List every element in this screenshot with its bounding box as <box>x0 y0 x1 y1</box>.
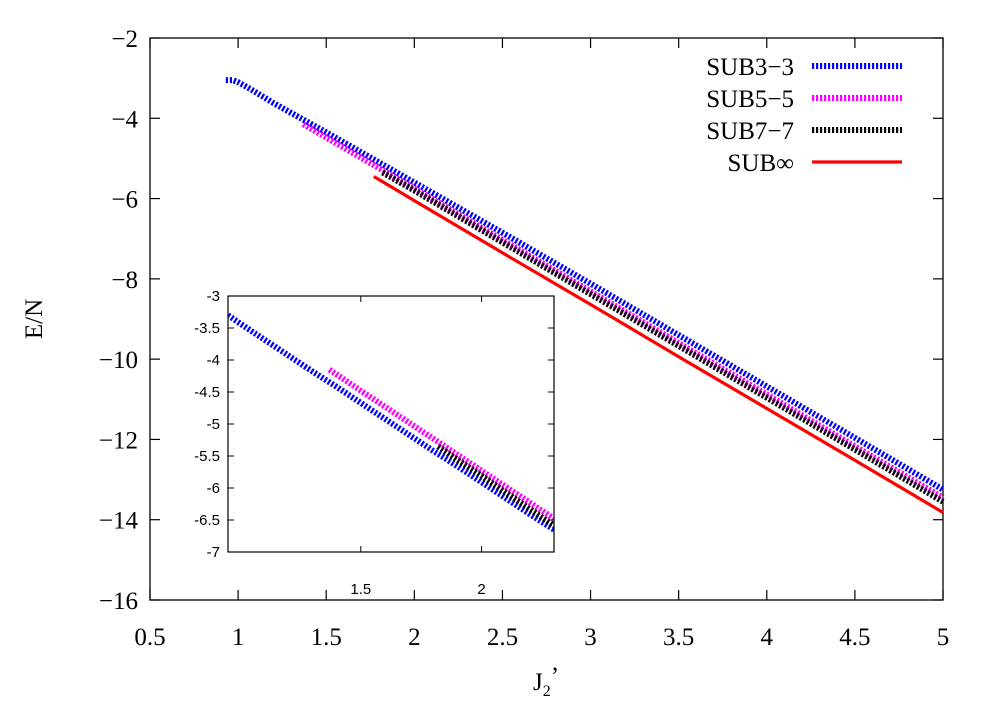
main-series-line-0 <box>225 77 945 493</box>
y-axis-label: E/N <box>21 299 48 339</box>
inset-y-tick-label: -3 <box>207 288 220 305</box>
x-axis-label-sub: 2 <box>543 683 551 700</box>
x-axis-label-main: J <box>533 669 543 696</box>
inset-y-tick-label: -4 <box>207 352 220 369</box>
inset-y-tick-label: -6.5 <box>194 512 220 529</box>
main-x-tick-label: 3.5 <box>663 624 694 651</box>
main-plot-frame <box>149 37 944 601</box>
inset-series-group <box>228 312 554 533</box>
legend-label: SUB7−7 <box>706 118 794 145</box>
inset-background <box>228 296 554 552</box>
main-x-ticks: 0.5 1 1.5 2 2.5 3 3.5 4 4.5 5 <box>134 38 949 651</box>
inset-series-line-0 <box>228 312 554 533</box>
main-y-tick-label: −12 <box>99 427 138 454</box>
inset-y-tick-label: -6 <box>207 480 220 497</box>
main-y-tick-label: −2 <box>111 26 138 53</box>
main-y-tick-label: −8 <box>111 267 138 294</box>
inset-x-tick-label: 2 <box>477 581 485 598</box>
main-series-line-1 <box>301 121 945 501</box>
main-x-tick-label: 4.5 <box>839 624 870 651</box>
main-y-ticks: −16 −14 −12 −10 −8 −6 −4 −2 <box>99 26 943 615</box>
legend: SUB3−3 SUB5−5 SUB7−7 SUB∞ <box>706 54 902 177</box>
inset-x-ticks: 1.5 2 <box>350 296 486 598</box>
x-axis-label-prime: ’ <box>551 663 559 690</box>
legend-label: SUB3−3 <box>706 54 794 81</box>
inset-x-tick-label: 1.5 <box>350 581 371 598</box>
main-series-line-3 <box>372 175 944 514</box>
main-x-tick-label: 2 <box>408 624 421 651</box>
inset-y-ticks: -7 -6.5 -6 -5.5 -5 -4.5 -4 -3.5 -3 <box>194 288 554 561</box>
inset-series-line-2 <box>436 443 554 529</box>
inset-y-tick-label: -7 <box>207 544 220 561</box>
legend-label: SUB5−5 <box>706 86 794 113</box>
main-x-tick-label: 5 <box>937 624 950 651</box>
main-x-tick-label: 3 <box>584 624 597 651</box>
inset-y-tick-label: -5.5 <box>194 448 220 465</box>
main-y-tick-label: −16 <box>99 588 138 615</box>
legend-label: SUB∞ <box>728 150 794 177</box>
main-series-line-2 <box>381 169 945 505</box>
main-y-tick-label: −4 <box>111 106 138 133</box>
main-series-group <box>225 77 945 514</box>
main-y-tick-label: −14 <box>99 508 139 535</box>
x-axis-label: J2’ <box>533 663 559 700</box>
inset-y-tick-label: -5 <box>207 416 220 433</box>
inset-y-tick-label: -4.5 <box>194 384 220 401</box>
inset-series-line-1 <box>327 367 554 522</box>
inset-y-tick-label: -3.5 <box>194 320 220 337</box>
main-x-tick-label: 1 <box>232 624 245 651</box>
main-y-tick-label: −6 <box>111 187 138 214</box>
main-x-tick-label: 4 <box>761 624 774 651</box>
main-x-tick-label: 0.5 <box>134 624 165 651</box>
main-y-tick-label: −10 <box>99 347 138 374</box>
main-x-tick-label: 1.5 <box>311 624 342 651</box>
main-x-tick-label: 2.5 <box>487 624 518 651</box>
